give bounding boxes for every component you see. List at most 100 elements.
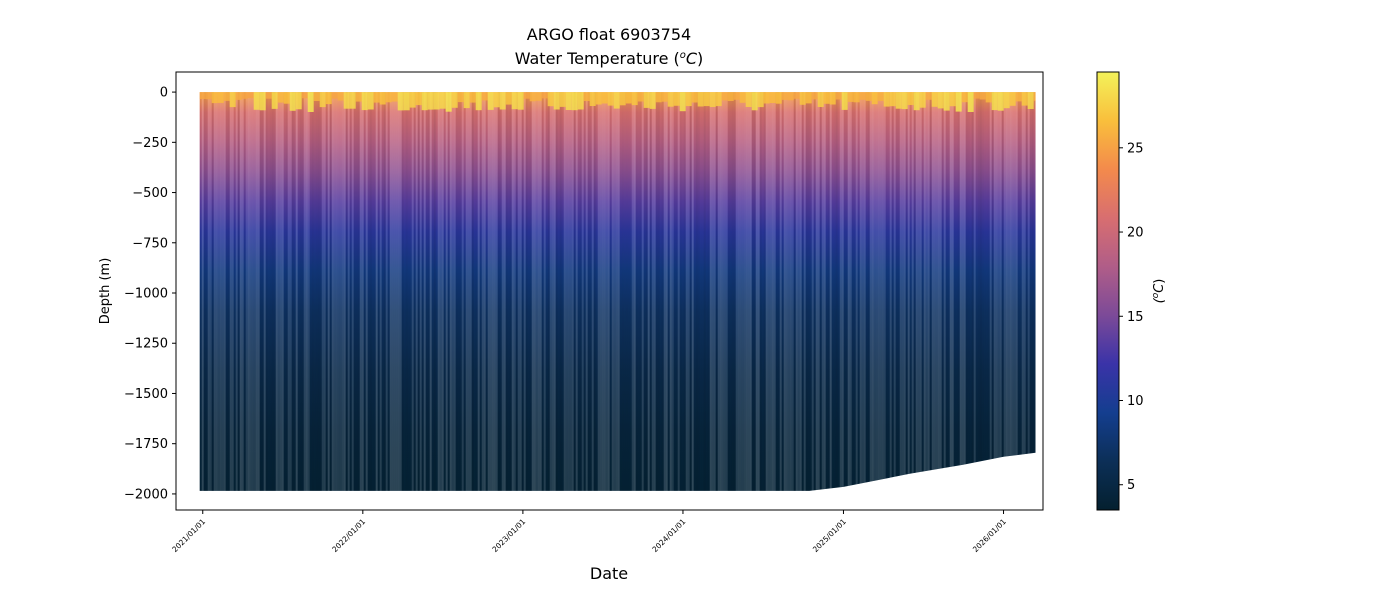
profile-column xyxy=(769,92,772,491)
profile-column xyxy=(869,92,872,491)
surface-cell xyxy=(301,92,308,99)
profile-column xyxy=(837,92,840,491)
profile-column xyxy=(693,92,696,491)
surface-cell xyxy=(835,92,842,100)
surface-cell xyxy=(739,92,746,103)
profile-column xyxy=(433,92,436,491)
profile-column xyxy=(885,92,888,491)
y-tick-label: −2000 xyxy=(124,487,168,502)
surface-cell xyxy=(1033,92,1036,101)
profile-column xyxy=(333,92,336,491)
surface-cell xyxy=(895,92,902,109)
profile-column xyxy=(895,92,898,491)
profile-column xyxy=(607,92,610,491)
profile-column xyxy=(415,92,418,491)
profile-column xyxy=(785,92,788,491)
profile-column xyxy=(337,92,340,491)
profile-column xyxy=(599,92,602,491)
profile-column xyxy=(1003,92,1006,491)
profile-column xyxy=(425,92,428,491)
profile-column xyxy=(497,92,500,491)
profile-column xyxy=(941,92,944,491)
profile-column xyxy=(825,92,828,491)
profile-column xyxy=(517,92,520,491)
surface-cell xyxy=(751,92,758,111)
profile-column xyxy=(275,92,278,491)
surface-cell xyxy=(481,92,488,101)
profile-column xyxy=(289,92,292,491)
profile-column xyxy=(631,92,634,491)
profile-column xyxy=(649,92,652,491)
profile-column xyxy=(255,92,258,491)
profile-column xyxy=(561,92,564,491)
surface-cell xyxy=(1015,92,1022,102)
profile-column xyxy=(757,92,760,491)
profile-column xyxy=(533,92,536,491)
surface-cell xyxy=(223,92,230,101)
profile-column xyxy=(429,92,432,491)
profile-column xyxy=(331,92,334,491)
profile-column xyxy=(587,92,590,491)
heatmap-profiles xyxy=(199,92,1036,491)
surface-cell xyxy=(559,92,566,107)
profile-column xyxy=(645,92,648,491)
colorbar-tick-label: 20 xyxy=(1127,226,1144,241)
x-tick-label: 2026/01/01 xyxy=(971,517,1008,554)
profile-column xyxy=(791,92,794,491)
profile-column xyxy=(803,92,806,491)
profile-column xyxy=(865,92,868,491)
profile-column xyxy=(959,92,962,491)
profile-column xyxy=(581,92,584,491)
profile-column xyxy=(933,92,936,491)
profile-column xyxy=(817,92,820,491)
y-tick-label: −1500 xyxy=(124,387,168,402)
profile-column xyxy=(597,92,600,491)
profile-column xyxy=(377,92,380,491)
profile-column xyxy=(501,92,504,491)
surface-cell xyxy=(199,92,206,99)
y-tick-label: −1750 xyxy=(124,437,168,452)
surface-cell xyxy=(583,92,590,101)
profile-column xyxy=(1011,92,1014,491)
profile-column xyxy=(401,92,404,491)
profile-column xyxy=(603,92,606,491)
surface-cell xyxy=(247,92,254,99)
profile-column xyxy=(213,92,216,491)
surface-cell xyxy=(517,92,524,110)
y-tick-label: −1250 xyxy=(124,337,168,352)
profile-column xyxy=(543,92,546,491)
surface-cell xyxy=(697,92,704,107)
profile-column xyxy=(613,92,616,491)
profile-column xyxy=(965,92,968,491)
profile-column xyxy=(751,92,754,491)
plot-frame xyxy=(175,71,1044,511)
surface-cell xyxy=(979,92,986,100)
profile-column xyxy=(701,92,704,491)
surface-cell xyxy=(889,92,896,107)
profile-column xyxy=(697,92,700,491)
profile-column xyxy=(509,92,512,491)
profile-column xyxy=(539,92,542,491)
profile-column xyxy=(907,92,910,491)
profile-column xyxy=(949,92,952,491)
profile-column xyxy=(357,92,360,491)
surface-cell xyxy=(763,92,770,104)
profile-column xyxy=(719,92,722,491)
profile-column xyxy=(997,92,1000,491)
profile-column xyxy=(749,92,752,491)
y-axis-ticks: 0 −250 −500 −750 −1000 −1250 −1500 −1750 −2000 xyxy=(124,86,176,502)
surface-cell xyxy=(553,92,560,110)
surface-cell xyxy=(901,92,908,110)
surface-cell xyxy=(913,92,920,111)
profile-column xyxy=(855,92,858,491)
profile-column xyxy=(571,92,574,491)
surface-cell xyxy=(919,92,926,108)
surface-cell xyxy=(505,92,512,105)
profile-column xyxy=(547,92,550,491)
colorbar-tick-label: 10 xyxy=(1127,394,1144,409)
profile-column xyxy=(913,92,916,491)
surface-cell xyxy=(655,92,662,103)
surface-cell xyxy=(205,92,212,100)
profile-column xyxy=(929,92,932,491)
surface-cell xyxy=(985,92,992,103)
